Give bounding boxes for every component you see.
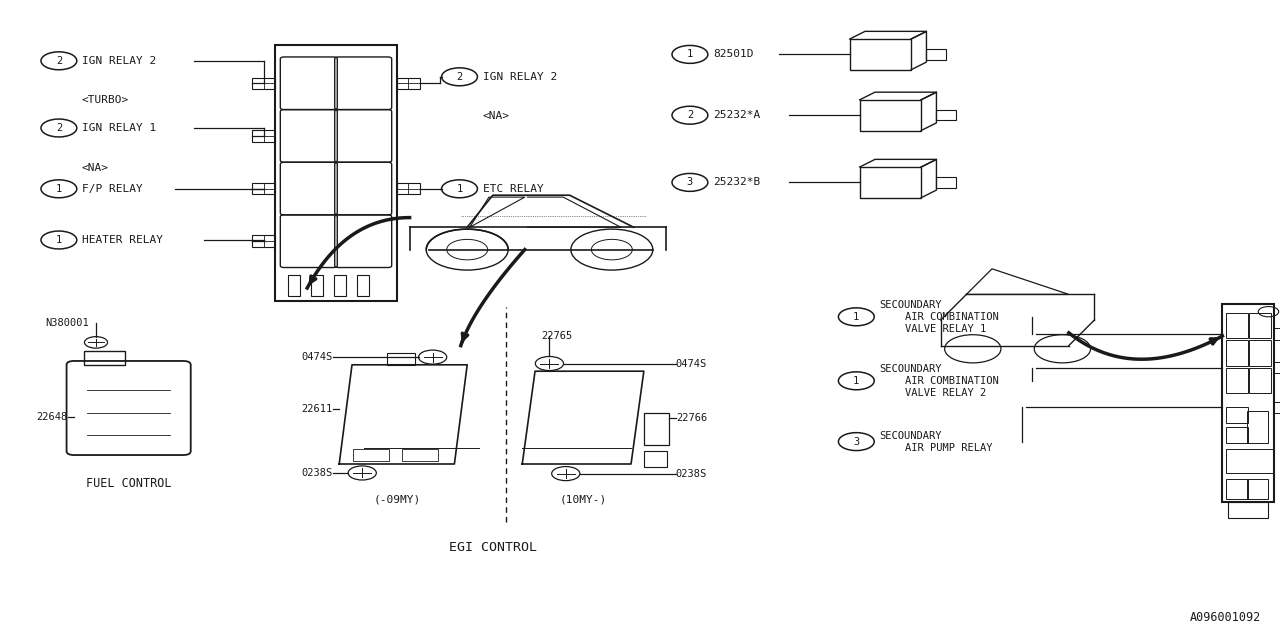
Bar: [1249, 312, 1271, 338]
Bar: [387, 353, 415, 365]
Text: 2: 2: [56, 123, 61, 133]
Text: 2: 2: [457, 72, 462, 82]
Bar: [644, 451, 667, 467]
Bar: [275, 45, 397, 301]
Bar: [937, 110, 956, 120]
Text: IGN RELAY 1: IGN RELAY 1: [82, 123, 156, 133]
Text: <TURBO>: <TURBO>: [82, 95, 129, 106]
Text: 3: 3: [854, 436, 859, 447]
Bar: [1222, 304, 1274, 502]
Text: SECOUNDARY: SECOUNDARY: [879, 364, 942, 374]
Text: SECOUNDARY: SECOUNDARY: [879, 431, 942, 440]
Bar: [937, 177, 956, 188]
Text: 22611: 22611: [302, 404, 333, 415]
Bar: [1226, 427, 1248, 443]
Bar: [311, 275, 323, 296]
Text: F/P RELAY: F/P RELAY: [82, 184, 142, 194]
Bar: [334, 275, 346, 296]
Bar: [1226, 312, 1248, 338]
Bar: [353, 449, 389, 461]
Text: 1: 1: [457, 184, 462, 194]
Text: IGN RELAY 2: IGN RELAY 2: [483, 72, 557, 82]
Bar: [252, 77, 275, 89]
Text: 22766: 22766: [676, 413, 707, 422]
Bar: [1274, 328, 1280, 340]
Bar: [397, 183, 420, 195]
Text: 0238S: 0238S: [302, 468, 333, 478]
Text: 25232*B: 25232*B: [713, 177, 760, 188]
Text: AIR COMBINATION: AIR COMBINATION: [905, 312, 998, 322]
Text: FUEL CONTROL: FUEL CONTROL: [86, 477, 172, 490]
Text: HEATER RELAY: HEATER RELAY: [82, 235, 163, 245]
Text: 82501D: 82501D: [713, 49, 754, 60]
Text: 1: 1: [56, 184, 61, 194]
Text: (10MY-): (10MY-): [559, 494, 607, 504]
Text: <NA>: <NA>: [483, 111, 509, 122]
Bar: [357, 275, 369, 296]
Bar: [1226, 449, 1275, 472]
Text: AIR PUMP RELAY: AIR PUMP RELAY: [905, 443, 992, 452]
Text: 2: 2: [687, 110, 692, 120]
Text: <NA>: <NA>: [82, 163, 109, 173]
Text: 0238S: 0238S: [676, 468, 707, 479]
Bar: [1249, 368, 1271, 393]
Bar: [84, 351, 125, 365]
Bar: [860, 100, 922, 131]
Bar: [288, 275, 300, 296]
Bar: [1228, 502, 1268, 518]
Bar: [1226, 479, 1248, 499]
Bar: [397, 77, 420, 89]
Bar: [252, 130, 275, 141]
Text: (-09MY): (-09MY): [374, 494, 420, 504]
Bar: [1249, 340, 1271, 365]
Bar: [850, 39, 911, 70]
Bar: [927, 49, 946, 60]
Text: 1: 1: [56, 235, 61, 245]
Bar: [402, 449, 438, 461]
Text: 25232*A: 25232*A: [713, 110, 760, 120]
Text: 1: 1: [854, 376, 859, 386]
Text: 2: 2: [56, 56, 61, 66]
Bar: [1226, 368, 1248, 393]
Text: IGN RELAY 2: IGN RELAY 2: [82, 56, 156, 66]
Text: VALVE RELAY 1: VALVE RELAY 1: [905, 324, 986, 334]
Text: 22648: 22648: [37, 412, 68, 422]
Bar: [1226, 407, 1248, 423]
Bar: [1274, 402, 1280, 413]
Bar: [252, 236, 275, 247]
Text: SECOUNDARY: SECOUNDARY: [879, 300, 942, 310]
Text: 0474S: 0474S: [302, 352, 333, 362]
Bar: [1226, 340, 1248, 365]
Text: VALVE RELAY 2: VALVE RELAY 2: [905, 388, 986, 398]
Bar: [1247, 479, 1268, 499]
Text: 1: 1: [687, 49, 692, 60]
Text: AIR COMBINATION: AIR COMBINATION: [905, 376, 998, 386]
Text: 0474S: 0474S: [676, 358, 707, 369]
Text: ETC RELAY: ETC RELAY: [483, 184, 543, 194]
Bar: [1247, 411, 1268, 443]
Bar: [1274, 362, 1280, 373]
Text: A096001092: A096001092: [1189, 611, 1261, 624]
Bar: [860, 167, 922, 198]
Text: N380001: N380001: [45, 318, 88, 328]
Text: EGI CONTROL: EGI CONTROL: [449, 541, 536, 554]
Bar: [644, 413, 669, 445]
Text: 22765: 22765: [541, 331, 572, 341]
Text: 1: 1: [854, 312, 859, 322]
Text: 3: 3: [687, 177, 692, 188]
Bar: [252, 183, 275, 195]
